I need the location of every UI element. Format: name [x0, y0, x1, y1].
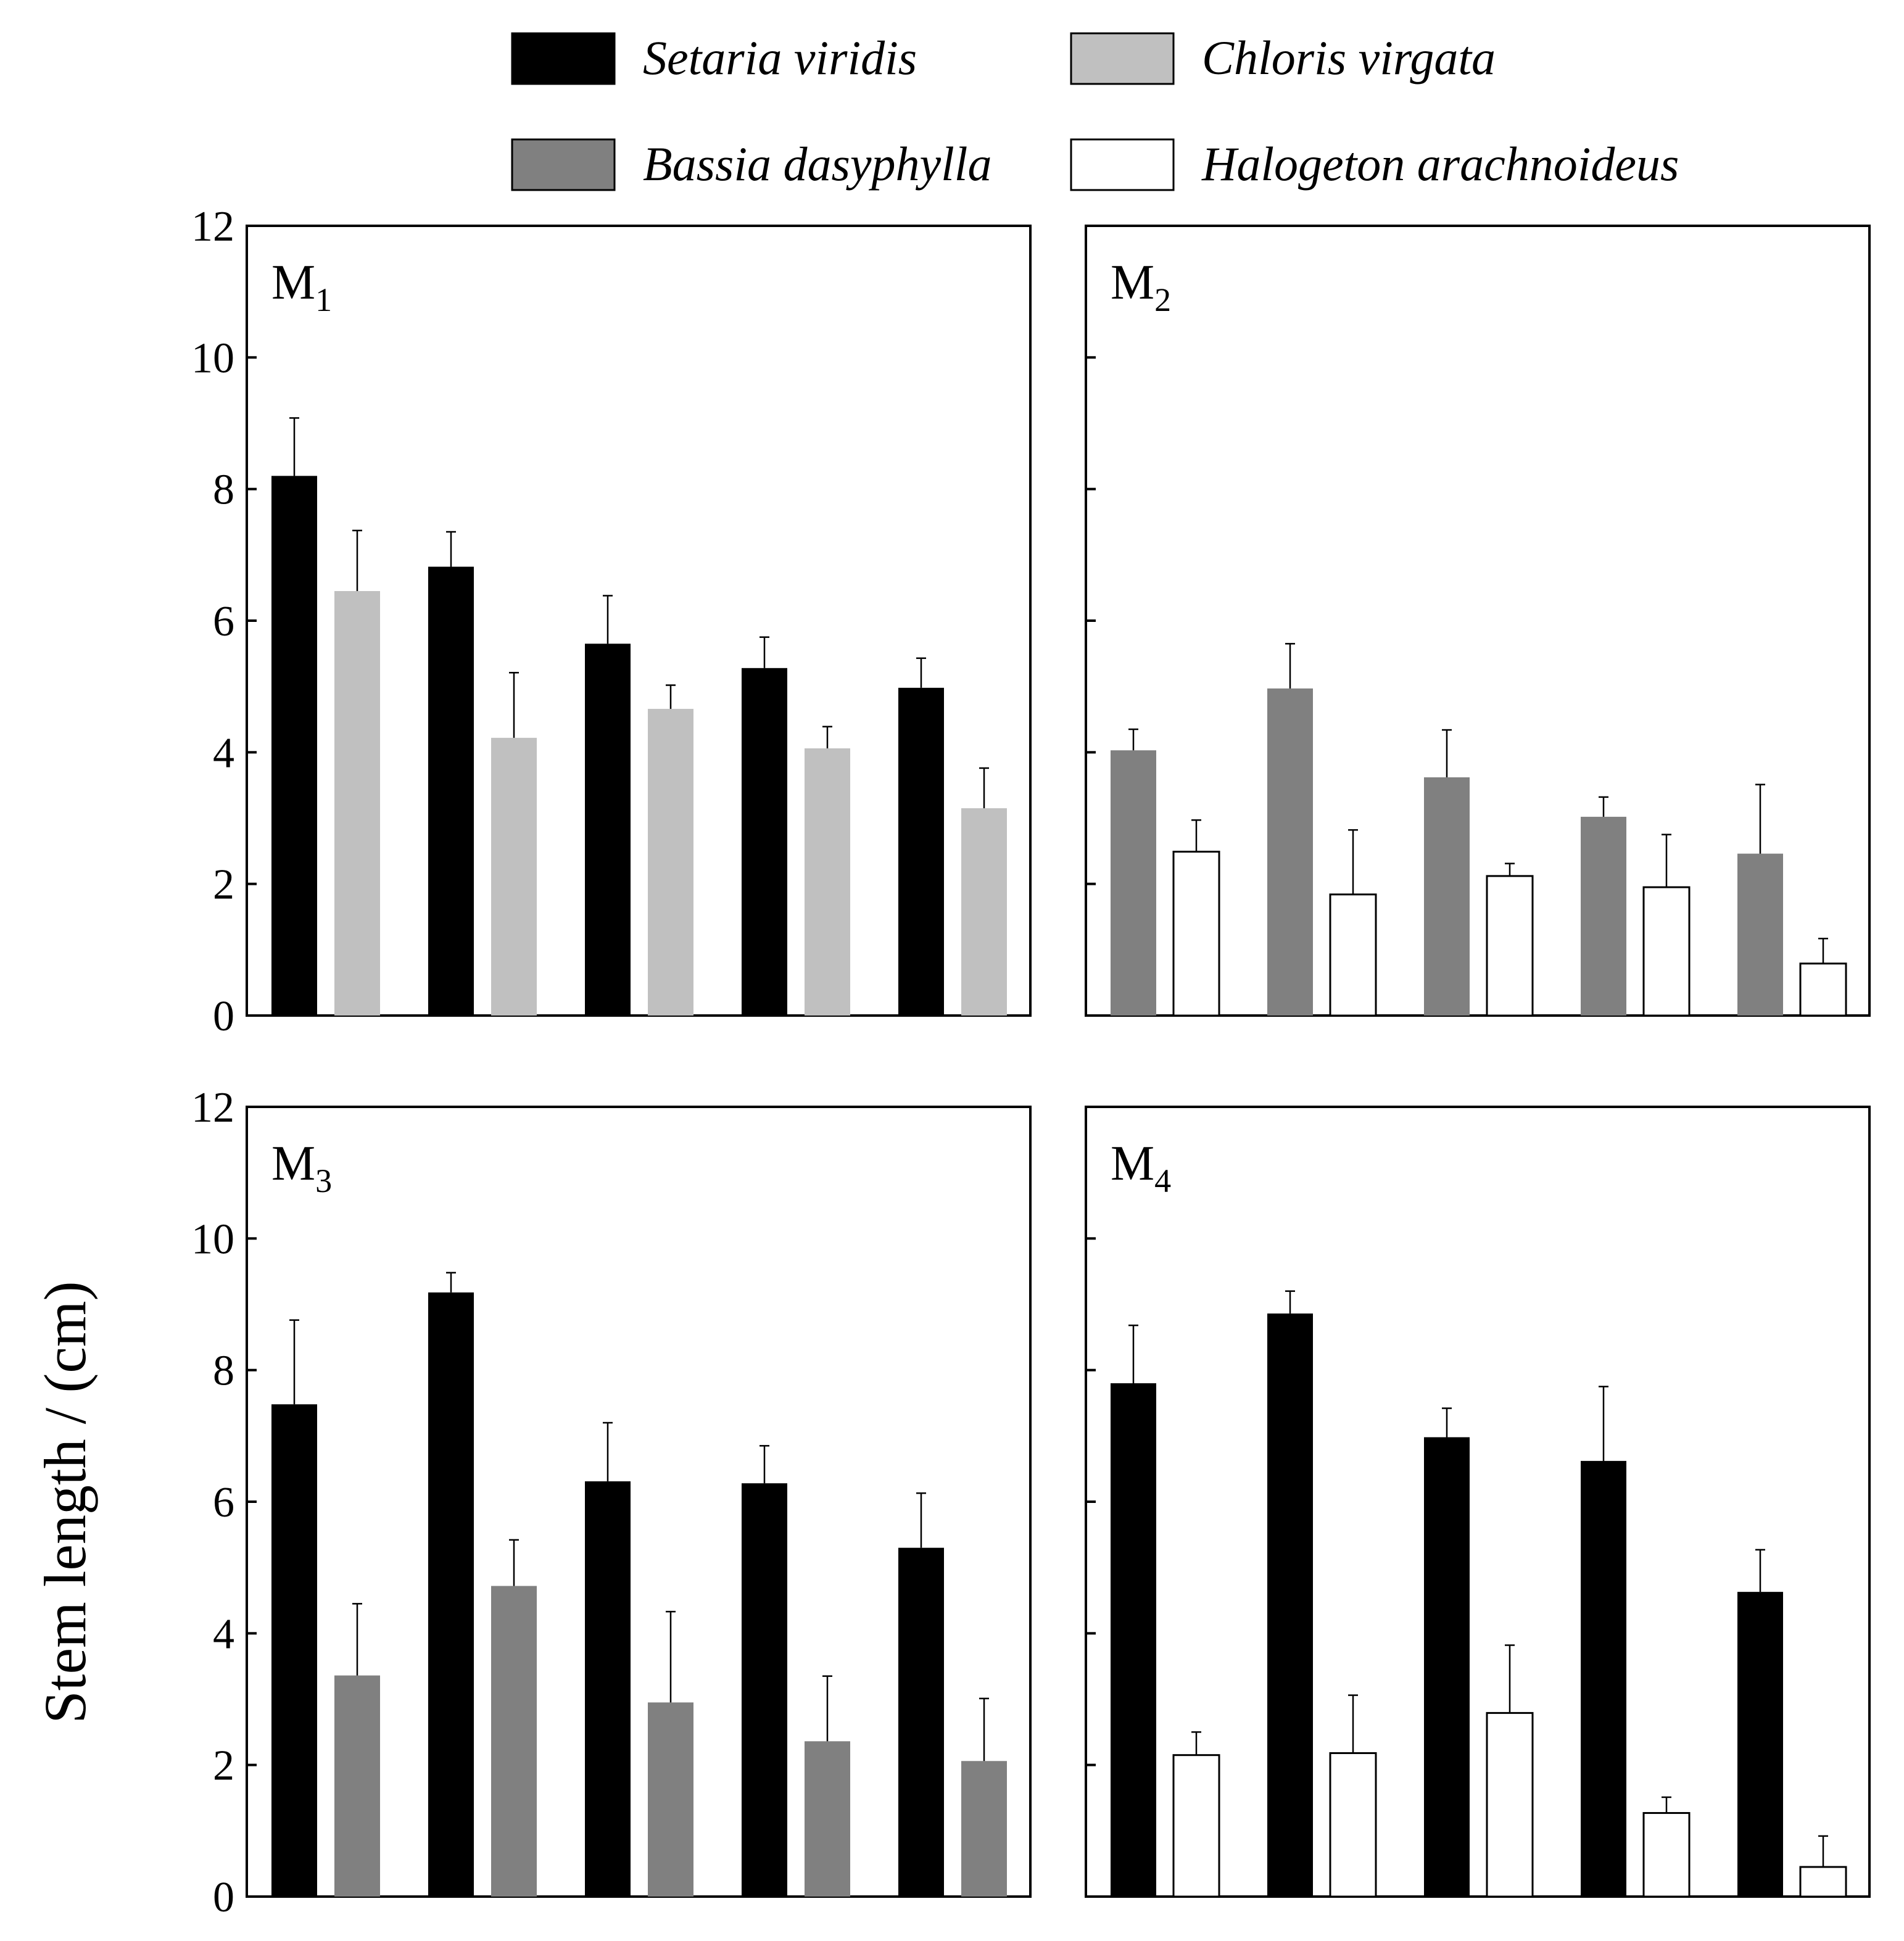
legend-label-chloris: Chloris virgata — [1202, 31, 1496, 85]
panel-label: M1 — [271, 255, 332, 318]
bar-setaria — [1737, 1592, 1783, 1897]
panel-label-letter: M — [271, 255, 315, 310]
y-tick-label: 12 — [191, 1084, 234, 1132]
panel-label-subscript: 1 — [315, 281, 332, 318]
bar-setaria — [1581, 1460, 1626, 1897]
bar-chloris — [961, 808, 1007, 1016]
panel-label: M3 — [271, 1136, 332, 1199]
bar-chloris — [648, 708, 693, 1016]
bar-setaria — [428, 566, 474, 1016]
y-tick-label: 0 — [213, 993, 234, 1040]
bar-halogeton — [1486, 875, 1534, 1017]
bar-bassia — [805, 1741, 850, 1897]
y-axis-title: Stem length / (cm) — [32, 1281, 98, 1723]
bar-halogeton — [1642, 1812, 1691, 1898]
panel-label-subscript: 2 — [1154, 281, 1171, 318]
panel-label-letter: M — [1111, 255, 1154, 310]
bar-setaria — [1111, 1383, 1156, 1897]
legend-label-setaria: Setaria viridis — [643, 31, 917, 85]
bar-halogeton — [1486, 1711, 1534, 1898]
y-tick-label: 0 — [213, 1874, 234, 1921]
bar-setaria — [585, 644, 631, 1016]
legend-swatch-bassia — [511, 138, 616, 191]
panel-label-letter: M — [271, 1136, 315, 1191]
y-tick-label: 8 — [213, 466, 234, 514]
bar-halogeton — [1329, 1752, 1377, 1898]
panel-label-subscript: 4 — [1154, 1162, 1171, 1199]
bar-bassia — [1581, 816, 1626, 1016]
bar-bassia — [648, 1702, 693, 1897]
legend-swatch-halogeton — [1070, 138, 1175, 191]
y-tick-label: 4 — [213, 729, 234, 777]
bar-setaria — [742, 1483, 787, 1897]
bar-bassia — [1111, 750, 1156, 1016]
bar-setaria — [271, 1404, 317, 1897]
bar-halogeton — [1799, 1866, 1847, 1898]
y-tick-label: 4 — [213, 1610, 234, 1658]
bar-bassia — [961, 1761, 1007, 1897]
bar-setaria — [1424, 1437, 1470, 1897]
bar-halogeton — [1642, 886, 1691, 1017]
bar-halogeton — [1799, 962, 1847, 1017]
bar-halogeton — [1172, 1754, 1220, 1898]
bar-bassia — [1424, 777, 1470, 1016]
bar-setaria — [898, 687, 944, 1016]
bar-setaria — [271, 476, 317, 1016]
y-tick-label: 6 — [213, 598, 234, 645]
y-tick-label: 2 — [213, 861, 234, 909]
y-tick-label: 10 — [191, 334, 234, 382]
bar-bassia — [1267, 688, 1313, 1016]
legend-label-halogeton: Halogeton arachnoideus — [1201, 137, 1679, 191]
panel-label: M4 — [1111, 1136, 1171, 1199]
panel-1: 0 2 4 6 8 10 12 M1 — [191, 203, 1032, 1040]
bar-halogeton — [1172, 850, 1220, 1017]
y-tick-label: 10 — [191, 1215, 234, 1263]
legend-swatch-chloris — [1070, 32, 1175, 85]
bar-chloris — [491, 737, 537, 1016]
y-tick-label: 6 — [213, 1479, 234, 1526]
panel-3: 0 2 4 6 8 10 12 M3 — [191, 1084, 1032, 1921]
panel-4: M4 — [1085, 1106, 1871, 1898]
legend: Setaria viridis Chloris virgata Bassia das… — [511, 31, 1679, 191]
panel-label-letter: M — [1111, 1136, 1154, 1191]
bar-setaria — [898, 1547, 944, 1897]
y-tick-label: 8 — [213, 1347, 234, 1395]
y-tick-label: 2 — [213, 1742, 234, 1790]
panel-label-subscript: 3 — [315, 1162, 332, 1199]
bar-bassia — [1737, 853, 1783, 1016]
panel-label: M2 — [1111, 255, 1171, 318]
bar-bassia — [491, 1586, 537, 1897]
bar-halogeton — [1329, 893, 1377, 1017]
bar-chloris — [334, 591, 380, 1016]
panel-2: M2 — [1085, 225, 1871, 1017]
bar-setaria — [585, 1481, 631, 1897]
bar-setaria — [742, 668, 787, 1016]
y-tick-label: 12 — [191, 203, 234, 250]
bar-chloris — [805, 748, 850, 1016]
bar-bassia — [334, 1675, 380, 1897]
legend-label-bassia: Bassia dasyphylla — [643, 137, 991, 191]
legend-swatch-setaria — [511, 32, 616, 85]
bar-setaria — [428, 1292, 474, 1897]
bar-setaria — [1267, 1313, 1313, 1897]
